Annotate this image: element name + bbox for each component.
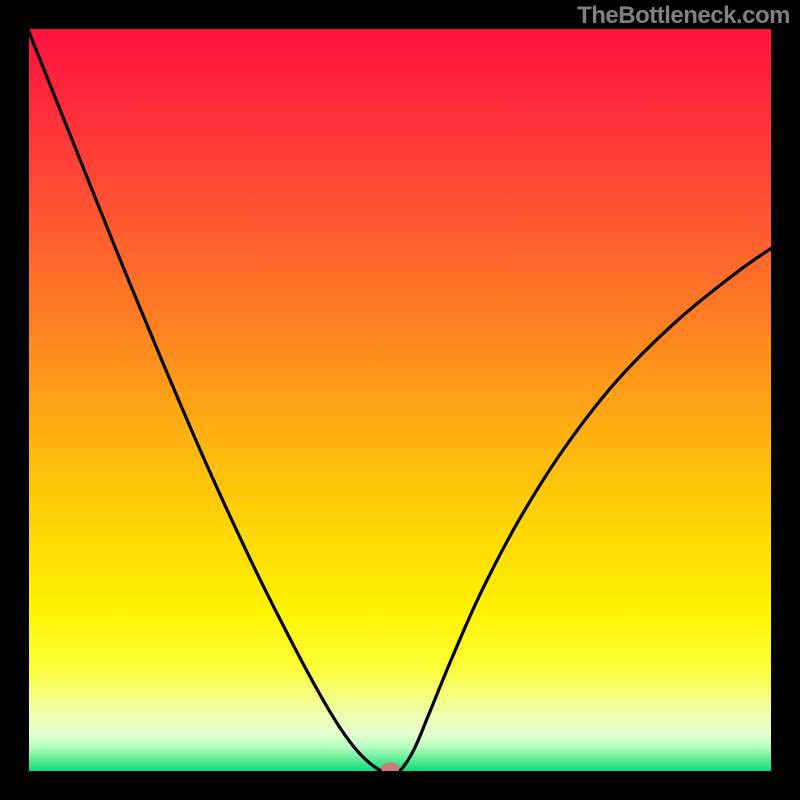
plot-gradient-background [27,27,773,773]
chart-container: TheBottleneck.com [0,0,800,800]
chart-svg [0,0,800,800]
watermark-text: TheBottleneck.com [577,2,790,30]
